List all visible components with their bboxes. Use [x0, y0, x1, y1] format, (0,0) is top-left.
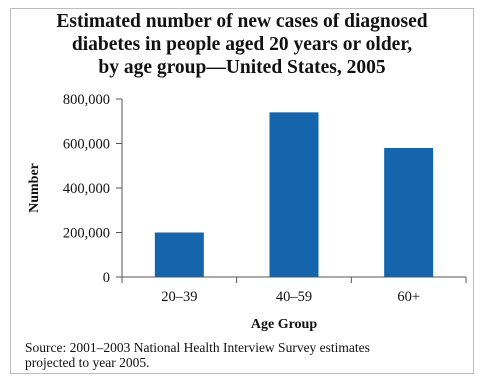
bar-1 [154, 232, 204, 277]
x-tick-label: 20–39 [161, 289, 197, 305]
y-tick-label: 600,000 [63, 137, 110, 153]
source-note: Source: 2001–2003 National Health Interv… [25, 340, 475, 370]
y-tick-label: 200,000 [63, 226, 110, 242]
source-line-1: Source: 2001–2003 National Health Interv… [25, 340, 370, 355]
bar-2 [269, 112, 319, 277]
x-axis-label: Age Group [251, 317, 317, 332]
y-axis-label: Number [27, 163, 42, 213]
chart-title: Estimated number of new cases of diagnos… [0, 10, 484, 79]
y-tick-label: 800,000 [63, 92, 110, 108]
chart-title-line-2: diabetes in people aged 20 years or olde… [71, 34, 413, 55]
y-tick-label: 400,000 [63, 181, 110, 197]
chart-title-line-3: by age group—United States, 2005 [98, 57, 386, 78]
bar-3 [384, 147, 434, 277]
x-tick-label: 40–59 [276, 289, 312, 305]
y-tick-label: 0 [103, 270, 110, 286]
x-tick-label: 60+ [397, 289, 420, 305]
chart-title-line-1: Estimated number of new cases of diagnos… [56, 11, 428, 32]
source-line-2: projected to year 2005. [25, 355, 150, 370]
